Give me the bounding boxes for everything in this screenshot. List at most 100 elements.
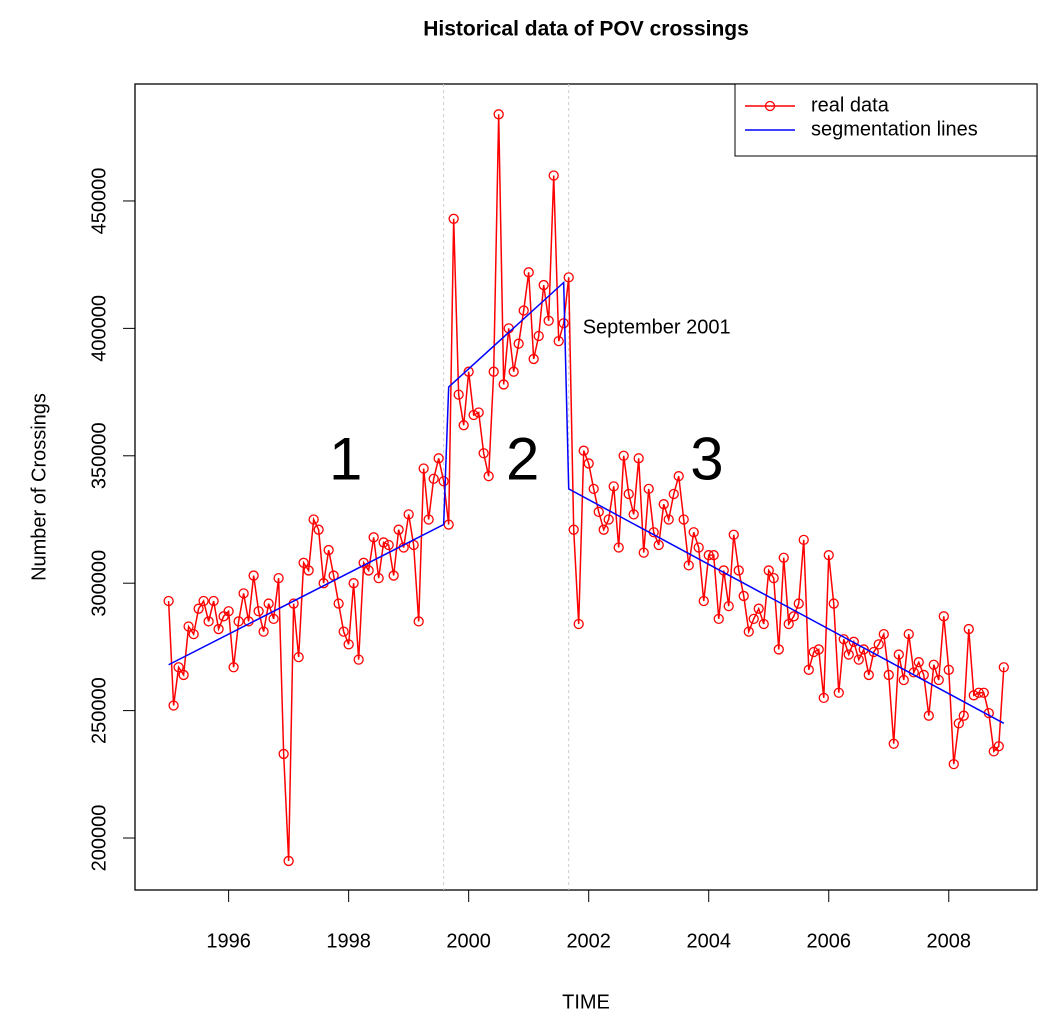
data-point [538, 279, 549, 291]
legend-label: segmentation lines [811, 118, 978, 140]
plot-frame [134, 83, 1038, 891]
data-point [848, 636, 859, 647]
data-point [603, 514, 614, 525]
data-point [393, 524, 404, 535]
x-tick-label: 2000 [446, 930, 491, 952]
data-point [643, 483, 654, 495]
data-point [258, 626, 269, 637]
data-point [793, 598, 804, 609]
data-point [693, 542, 704, 553]
data-point [608, 481, 619, 492]
legend-box [734, 83, 1038, 157]
data-point [483, 471, 494, 482]
data-point [633, 453, 644, 464]
data-point [883, 669, 894, 681]
data-point [528, 353, 539, 365]
data-point [383, 539, 394, 551]
data-point [568, 524, 579, 535]
data-point [753, 603, 764, 614]
data-point [333, 598, 344, 609]
data-point [973, 687, 984, 698]
data-point [873, 639, 884, 650]
data-point [623, 488, 634, 500]
annotation: 1 [329, 425, 362, 492]
data-point [673, 471, 684, 482]
data-point [853, 654, 864, 665]
data-point [553, 335, 564, 347]
annotation: 3 [690, 425, 723, 492]
data-point [373, 572, 384, 584]
data-point [823, 550, 834, 561]
data-point [458, 420, 469, 431]
chart-title: Historical data of POV crossings [423, 18, 749, 41]
data-point [893, 649, 904, 660]
data-point [493, 109, 504, 120]
data-point [763, 565, 774, 576]
data-point [268, 613, 279, 625]
data-point [533, 330, 544, 342]
data-point [833, 687, 844, 698]
y-tick-label: 450000 [88, 168, 110, 235]
data-point [303, 565, 314, 576]
data-point [178, 669, 189, 681]
data-point [378, 537, 389, 548]
data-point [923, 710, 934, 721]
data-point [773, 644, 784, 655]
data-point [658, 499, 669, 510]
data-point [263, 598, 274, 609]
y-axis-label: Number of Crossings [28, 393, 50, 581]
data-point [558, 318, 569, 329]
data-point [168, 700, 179, 711]
data-point [928, 659, 939, 670]
legend-marker [764, 100, 776, 112]
data-point [748, 613, 759, 625]
data-point [818, 692, 829, 704]
data-point [273, 572, 284, 584]
data-point [968, 690, 979, 701]
data-point [353, 654, 364, 665]
data-point [293, 651, 304, 663]
data-point [468, 409, 479, 421]
data-point [283, 855, 294, 867]
data-point [188, 629, 199, 640]
data-point [903, 629, 914, 640]
x-tick-label: 2002 [566, 930, 611, 952]
data-point [613, 542, 624, 553]
data-point [813, 644, 824, 655]
data-point [708, 550, 719, 561]
data-point [638, 547, 649, 558]
data-point [523, 267, 534, 278]
data-point [508, 366, 519, 377]
data-point [418, 463, 429, 474]
data-point [213, 623, 224, 635]
data-point [703, 550, 714, 561]
data-point [198, 595, 209, 607]
data-point [298, 557, 309, 568]
data-point [363, 565, 374, 576]
data-point [978, 687, 989, 698]
data-point [423, 514, 434, 525]
data-point [583, 458, 594, 469]
data-point [488, 366, 499, 377]
y-tick-label: 400000 [88, 295, 110, 362]
data-point [278, 748, 289, 760]
x-tick-label: 1996 [206, 930, 251, 952]
data-point [313, 524, 324, 535]
data-point [498, 379, 509, 390]
data-point [183, 621, 194, 632]
data-point [248, 570, 259, 581]
data-point [208, 595, 219, 607]
data-point [688, 527, 699, 538]
data-point [573, 618, 584, 630]
data-point [743, 626, 754, 637]
data-point [368, 532, 379, 543]
data-point [808, 646, 819, 658]
data-point [233, 616, 244, 627]
series-line [167, 114, 1005, 861]
x-tick-label: 1998 [326, 930, 371, 952]
data-point [663, 514, 674, 525]
data-point [348, 578, 359, 589]
data-point [193, 603, 204, 614]
y-tick-label: 300000 [88, 550, 110, 617]
data-point [803, 664, 814, 675]
